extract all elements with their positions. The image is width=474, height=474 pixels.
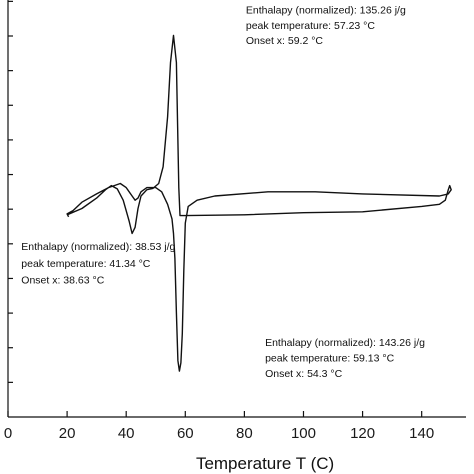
x-axis-title: Temperature T (C) bbox=[196, 454, 334, 473]
annotation-line: Enthalapy (normalized): 143.26 j/g bbox=[265, 337, 425, 349]
series-group bbox=[66, 34, 452, 372]
annotation-line: Onset x: 54.3 °C bbox=[265, 368, 343, 380]
x-tick-label: 100 bbox=[291, 425, 316, 442]
annotation-line: peak temperature: 59.13 °C bbox=[265, 353, 395, 365]
y-axis bbox=[7, 0, 13, 417]
annotation-line: Enthalapy (normalized): 135.26 j/g bbox=[246, 4, 406, 16]
x-tick-label: 140 bbox=[409, 425, 434, 442]
x-tick-label: 60 bbox=[177, 425, 194, 442]
annotation-block: Enthalapy (normalized): 135.26 j/g peak t… bbox=[246, 4, 406, 47]
annotations: Enthalapy (normalized): 135.26 j/g peak t… bbox=[21, 4, 425, 380]
x-axis: 0 20 40 60 80 100 120 140 bbox=[4, 411, 466, 442]
x-tick-label: 120 bbox=[350, 425, 375, 442]
x-tick-label: 40 bbox=[118, 425, 135, 442]
annotation-line: peak temperature: 57.23 °C bbox=[246, 20, 376, 32]
annotation-line: peak temperature: 41.34 °C bbox=[21, 258, 151, 270]
x-tick-label: 20 bbox=[59, 425, 76, 442]
annotation-block: Enthalapy (normalized): 143.26 j/g peak t… bbox=[265, 337, 425, 380]
annotation-line: Onset x: 38.63 °C bbox=[21, 275, 104, 287]
annotation-line: Onset x: 59.2 °C bbox=[246, 35, 324, 47]
dsc-curve bbox=[66, 34, 452, 372]
x-tick-label: 0 bbox=[4, 425, 12, 442]
x-tick-label: 80 bbox=[236, 425, 253, 442]
annotation-line: Enthalapy (normalized): 38.53 j/g bbox=[21, 241, 175, 253]
annotation-block: Enthalapy (normalized): 38.53 j/g peak te… bbox=[21, 241, 175, 286]
